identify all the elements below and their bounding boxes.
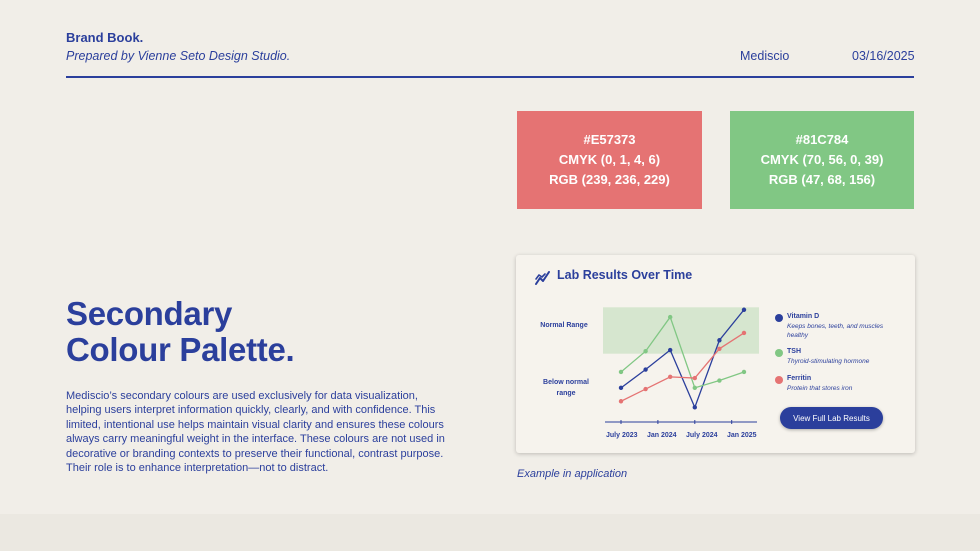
swatch-green-hex: #81C784 <box>795 132 849 147</box>
swatch-green: #81C784 CMYK (70, 56, 0, 39) RGB (47, 68… <box>730 111 914 209</box>
series-line-vitamin-d <box>620 309 745 410</box>
document-date: 03/16/2025 <box>852 49 915 63</box>
lab-results-card: Lab Results Over Time Normal Range Below… <box>516 255 915 453</box>
legend-desc-tsh: Thyroid-stimulating hormone <box>787 358 870 365</box>
data-point-tsh-0 <box>618 369 624 375</box>
swatch-red-rgb: RGB (239, 236, 229) <box>549 172 670 187</box>
company-name: Mediscio <box>740 49 790 63</box>
legend-dot-vitamin-d <box>775 314 783 322</box>
data-point-ferritin-0 <box>618 399 624 404</box>
prepared-by-subtitle: Prepared by Vienne Seto Design Studio. <box>66 49 291 63</box>
footer-band <box>0 514 980 551</box>
example-caption: Example in application <box>517 468 628 480</box>
brand-book-title: Brand Book. <box>66 30 144 45</box>
data-point-tsh-5 <box>741 369 747 375</box>
data-point-ferritin-3 <box>692 375 697 381</box>
data-point-ferritin-2 <box>668 374 673 380</box>
swatch-red-cmyk: CMYK (0, 1, 4, 6) <box>558 152 661 167</box>
data-point-tsh-3 <box>692 385 697 391</box>
data-point-tsh-1 <box>643 349 648 354</box>
legend-dot-tsh <box>775 349 783 357</box>
data-point-tsh-4 <box>717 378 722 383</box>
swatch-red-hex: #E57373 <box>583 132 636 147</box>
legend-desc-ferritin: Protein that stores iron <box>787 385 853 392</box>
normal-range-band <box>603 307 759 354</box>
header-divider <box>66 76 914 78</box>
tick-label-july-2023: July 2023 <box>606 432 638 439</box>
card-title: Lab Results Over Time <box>557 268 693 282</box>
tick-label-jan-2024: Jan 2024 <box>647 432 677 439</box>
data-point-vitamin-d-0 <box>618 385 624 391</box>
legend-name-tsh: TSH <box>787 348 801 355</box>
legend-name-ferritin: Ferritin <box>787 375 812 382</box>
data-point-ferritin-1 <box>643 386 648 392</box>
section-heading-line2: Colour Palette. <box>66 331 295 368</box>
section-heading-line1: Secondary <box>66 295 233 332</box>
data-point-vitamin-d-1 <box>643 367 648 372</box>
legend-name-vitamin-d: Vitamin D <box>787 313 820 320</box>
tick-label-july-2024: July 2024 <box>686 432 718 439</box>
data-point-vitamin-d-2 <box>668 347 673 353</box>
lab-results-chart <box>603 307 759 424</box>
normal-range-label: Normal Range <box>540 322 588 329</box>
data-point-vitamin-d-3 <box>692 405 697 410</box>
section-heading: Secondary Colour Palette. <box>66 295 295 368</box>
legend-desc-vitamin-d: Keeps bones, teeth, and muscles healthy <box>787 323 884 339</box>
data-point-ferritin-4 <box>717 346 722 351</box>
legend-dot-ferritin <box>775 376 783 384</box>
series-line-ferritin <box>620 332 745 402</box>
section-body: Mediscio’s secondary colours are used ex… <box>66 390 445 475</box>
data-point-vitamin-d-4 <box>717 338 722 343</box>
trend-chart-icon <box>535 271 550 285</box>
series-line-tsh <box>620 315 745 389</box>
swatch-red: #E57373 CMYK (0, 1, 4, 6) RGB (239, 236,… <box>517 111 702 209</box>
swatch-green-rgb: RGB (47, 68, 156) <box>768 172 876 187</box>
below-normal-label: Below normal range <box>543 379 589 397</box>
swatch-green-cmyk: CMYK (70, 56, 0, 39) <box>760 152 884 167</box>
data-point-ferritin-5 <box>741 330 747 336</box>
tick-label-jan-2025: Jan 2025 <box>727 432 757 439</box>
data-point-tsh-2 <box>668 314 673 320</box>
data-point-vitamin-d-5 <box>741 307 747 312</box>
view-full-lab-results-button[interactable]: View Full Lab Results <box>780 407 883 429</box>
